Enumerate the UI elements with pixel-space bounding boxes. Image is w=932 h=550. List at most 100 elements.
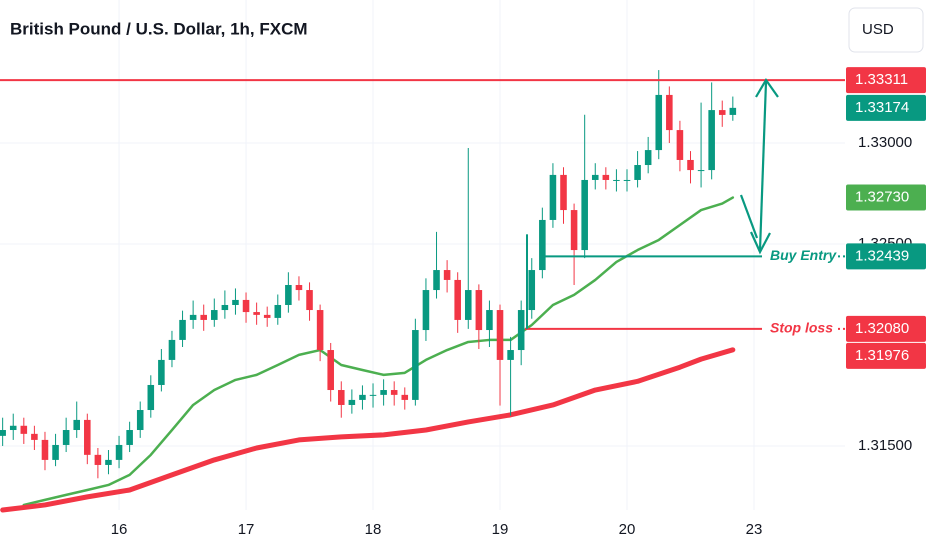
arrow-line	[739, 194, 759, 239]
price-tag-label: 1.31976	[855, 347, 909, 364]
currency-label[interactable]: USD	[862, 21, 894, 38]
candle-body	[62, 430, 70, 445]
candle-body	[359, 394, 366, 400]
price-tag-label: 1.32730	[855, 189, 909, 206]
candle-body	[623, 179, 631, 181]
candle-body	[486, 310, 493, 331]
candle-body	[20, 425, 28, 434]
candle-body	[253, 312, 260, 315]
candle-body	[52, 444, 59, 460]
currency-button[interactable]	[848, 7, 924, 53]
candle-body	[73, 419, 81, 431]
candle-body	[94, 454, 102, 465]
moving-averages	[0, 196, 736, 513]
candle-body	[570, 210, 578, 251]
candle-body	[369, 394, 377, 396]
candle-body	[274, 304, 282, 318]
price-tag	[846, 184, 926, 211]
level-annotation: Buy Entry	[770, 247, 837, 263]
candle-body	[549, 174, 557, 220]
candle-body	[147, 384, 155, 411]
time-axis: 16 17 18 19 20 23	[111, 521, 763, 538]
candle-body	[285, 284, 292, 305]
candle-body	[496, 310, 504, 360]
candle-body	[327, 350, 334, 391]
price-tag	[846, 94, 926, 121]
candle-body	[464, 290, 472, 320]
candle-body	[158, 359, 165, 385]
candle-body	[9, 425, 17, 431]
candle-body	[560, 174, 567, 211]
candle-body	[348, 399, 356, 405]
candle-body	[475, 290, 483, 331]
candle-body	[507, 350, 514, 360]
price-tags: 1.33311 1.33174 1.32730 1.32439 1.32080 1.319…	[846, 67, 926, 369]
candle-body	[422, 290, 430, 331]
candle-body	[105, 459, 112, 465]
candle-body	[517, 310, 525, 351]
moving-average	[0, 347, 736, 513]
candle-body	[380, 390, 387, 395]
candle-body	[454, 279, 461, 320]
candle-body	[295, 284, 303, 291]
candle-body	[179, 319, 186, 340]
candle-body	[136, 410, 144, 431]
moving-average	[22, 196, 735, 507]
price-tag-label: 1.32439	[855, 247, 909, 264]
arrows	[739, 77, 779, 255]
candle-body	[528, 270, 536, 311]
candle-body	[221, 304, 229, 311]
candle-body	[0, 430, 6, 436]
candle-body	[602, 174, 610, 180]
candle-body	[718, 110, 726, 115]
price-tag-label: 1.32080	[855, 320, 909, 337]
candle-body	[338, 390, 345, 405]
arrow-head	[749, 231, 771, 255]
price-tag-label: 1.33174	[855, 99, 909, 116]
candle-body	[433, 270, 440, 291]
chart-title: British Pound / U.S. Dollar, 1h, FXCM	[10, 19, 308, 38]
price-tag	[846, 315, 926, 342]
candles	[0, 70, 737, 479]
candle-body	[31, 433, 38, 440]
candle-body	[655, 94, 663, 151]
candle-body	[200, 314, 207, 320]
levels: Buy Entry Stop loss	[0, 79, 845, 336]
candle-body	[687, 159, 694, 171]
candle-body	[634, 165, 641, 180]
candle-body	[242, 299, 250, 313]
price-tag	[846, 243, 926, 270]
candle-body	[189, 314, 197, 320]
candle-body	[708, 110, 715, 171]
x-tick-label: 23	[746, 521, 763, 538]
candle-body	[591, 174, 599, 180]
candle-body	[581, 179, 588, 251]
level-annotation: Stop loss	[770, 320, 833, 336]
y-tick-label: 1.33000	[858, 134, 912, 151]
candle-body	[168, 339, 176, 360]
price-tag-label: 1.33311	[855, 71, 908, 88]
candle-body	[41, 439, 49, 460]
candle-body	[263, 314, 271, 318]
candle-body	[412, 330, 419, 400]
candle-body	[126, 430, 133, 445]
candle-body	[697, 170, 705, 172]
x-tick-label: 17	[238, 521, 255, 538]
arrow-shaft	[758, 81, 768, 251]
candle-body	[390, 390, 398, 395]
y-tick-label: 1.31500	[858, 437, 912, 454]
candle-body	[211, 310, 218, 320]
x-tick-label: 19	[492, 521, 509, 538]
candle-body	[539, 219, 546, 271]
candle-body	[676, 130, 684, 160]
candle-body	[316, 310, 324, 351]
candle-body	[84, 419, 91, 455]
x-tick-label: 20	[619, 521, 636, 538]
price-tag	[846, 342, 926, 369]
candle-body	[443, 270, 451, 280]
candle-body	[613, 179, 620, 181]
x-tick-label: 16	[111, 521, 128, 538]
candle-body	[401, 394, 409, 400]
